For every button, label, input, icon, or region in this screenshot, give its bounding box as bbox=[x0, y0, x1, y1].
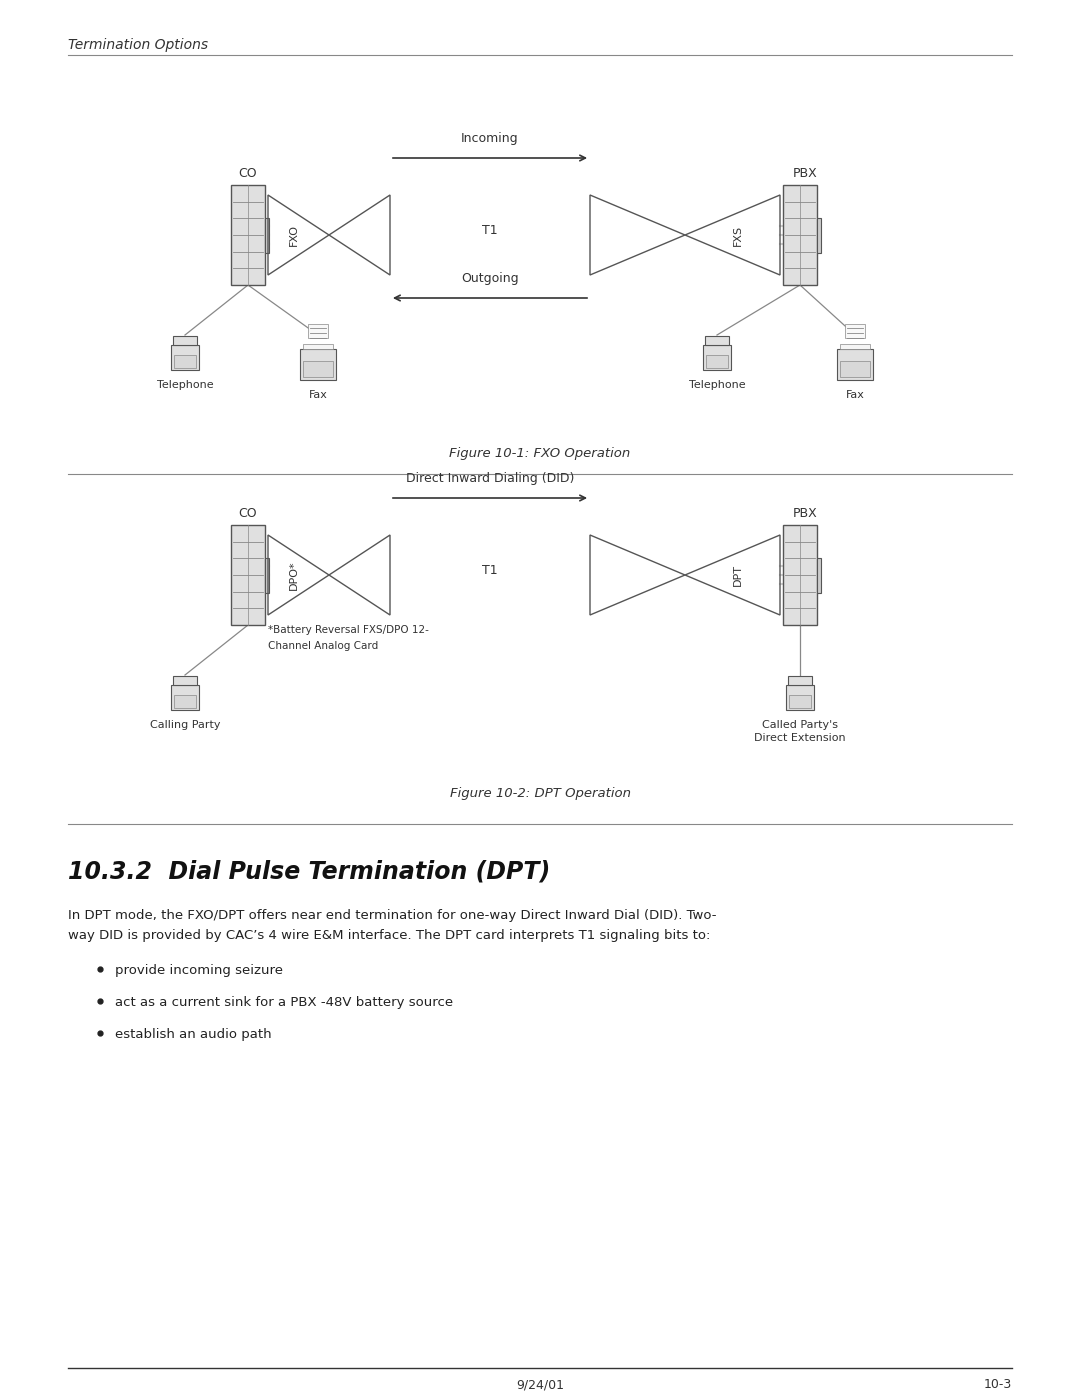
Text: FXO: FXO bbox=[288, 224, 298, 246]
Text: DPT: DPT bbox=[732, 564, 743, 585]
Text: Calling Party: Calling Party bbox=[150, 719, 220, 731]
Bar bbox=[705, 337, 729, 345]
Text: Fax: Fax bbox=[846, 390, 864, 400]
Text: *Battery Reversal FXS/DPO 12-: *Battery Reversal FXS/DPO 12- bbox=[268, 624, 429, 636]
Bar bbox=[840, 344, 870, 349]
Bar bbox=[231, 184, 265, 285]
Text: Termination Options: Termination Options bbox=[68, 38, 208, 52]
Text: Channel Analog Card: Channel Analog Card bbox=[268, 641, 378, 651]
Text: Figure 10-1: FXO Operation: Figure 10-1: FXO Operation bbox=[449, 447, 631, 460]
Text: PBX: PBX bbox=[793, 507, 818, 520]
Bar bbox=[837, 349, 873, 380]
Text: In DPT mode, the FXO/DPT offers near end termination for one-way Direct Inward D: In DPT mode, the FXO/DPT offers near end… bbox=[68, 909, 716, 922]
Bar bbox=[171, 345, 199, 370]
Bar bbox=[173, 337, 197, 345]
Text: Direct Extension: Direct Extension bbox=[754, 733, 846, 743]
Bar bbox=[788, 676, 812, 685]
Text: CO: CO bbox=[239, 168, 257, 180]
Bar bbox=[174, 694, 195, 708]
Text: way DID is provided by CAC’s 4 wire E&M interface. The DPT card interprets T1 si: way DID is provided by CAC’s 4 wire E&M … bbox=[68, 929, 711, 942]
Text: Direct Inward Dialing (DID): Direct Inward Dialing (DID) bbox=[406, 472, 575, 485]
Bar bbox=[789, 694, 811, 708]
Bar bbox=[703, 345, 731, 370]
Bar bbox=[706, 355, 728, 367]
Text: provide incoming seizure: provide incoming seizure bbox=[114, 964, 283, 977]
Bar bbox=[816, 557, 821, 592]
Text: 10.3.2  Dial Pulse Termination (DPT): 10.3.2 Dial Pulse Termination (DPT) bbox=[68, 859, 550, 883]
Text: 9/24/01: 9/24/01 bbox=[516, 1377, 564, 1391]
Text: act as a current sink for a PBX -48V battery source: act as a current sink for a PBX -48V bat… bbox=[114, 996, 454, 1009]
Bar bbox=[231, 525, 265, 624]
Bar bbox=[816, 218, 821, 253]
Bar bbox=[300, 349, 336, 380]
Text: Called Party's: Called Party's bbox=[762, 719, 838, 731]
Text: Figure 10-2: DPT Operation: Figure 10-2: DPT Operation bbox=[449, 787, 631, 800]
Bar bbox=[265, 557, 269, 592]
Bar bbox=[303, 344, 333, 349]
Text: DPO*: DPO* bbox=[288, 560, 298, 590]
Text: FXS: FXS bbox=[732, 225, 743, 246]
Bar bbox=[786, 685, 814, 710]
Text: Telephone: Telephone bbox=[157, 380, 214, 390]
Text: 10-3: 10-3 bbox=[984, 1377, 1012, 1391]
Bar bbox=[783, 525, 816, 624]
Text: establish an audio path: establish an audio path bbox=[114, 1028, 272, 1041]
Bar bbox=[174, 355, 195, 367]
Polygon shape bbox=[308, 324, 328, 338]
Text: Outgoing: Outgoing bbox=[461, 272, 518, 285]
Text: T1: T1 bbox=[482, 563, 498, 577]
Text: Fax: Fax bbox=[309, 390, 327, 400]
Bar bbox=[171, 685, 199, 710]
Text: Incoming: Incoming bbox=[461, 131, 518, 145]
Bar bbox=[783, 184, 816, 285]
Bar bbox=[840, 360, 870, 377]
Bar bbox=[173, 676, 197, 685]
Text: Telephone: Telephone bbox=[689, 380, 745, 390]
Bar bbox=[303, 360, 333, 377]
Text: PBX: PBX bbox=[793, 168, 818, 180]
Text: T1: T1 bbox=[482, 224, 498, 236]
Polygon shape bbox=[845, 324, 865, 338]
Bar bbox=[265, 218, 269, 253]
Text: CO: CO bbox=[239, 507, 257, 520]
